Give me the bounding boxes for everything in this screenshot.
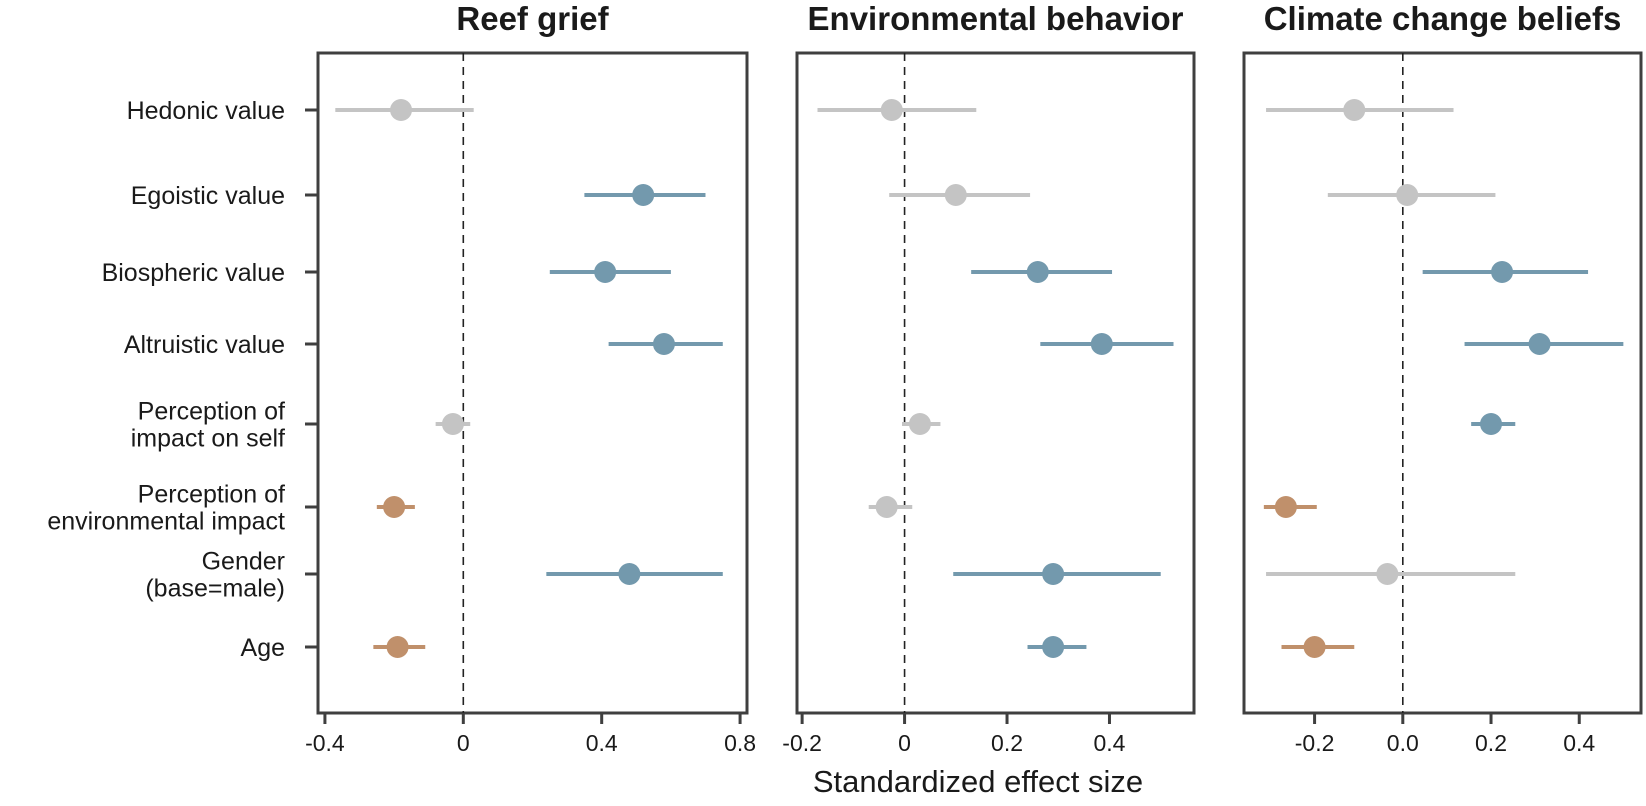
x-tick-label: 0 (457, 730, 470, 756)
point-estimate (1042, 563, 1065, 585)
point-estimate (1026, 261, 1049, 283)
point-estimate (386, 636, 409, 658)
point-estimate (1303, 636, 1326, 658)
point-estimate (944, 184, 967, 206)
x-tick-label: 0.4 (1093, 730, 1125, 756)
point-estimate (1491, 261, 1514, 283)
category-label: Egoistic value (131, 182, 285, 210)
x-tick-label: 0.4 (1563, 730, 1595, 756)
x-tick-label: 0.8 (724, 730, 756, 756)
category-label: Altruistic value (124, 331, 285, 359)
x-tick-label: 0 (898, 730, 911, 756)
point-estimate (652, 333, 675, 355)
point-estimate (880, 99, 903, 121)
x-tick-label: -0.2 (1295, 730, 1335, 756)
point-estimate (1528, 333, 1551, 355)
panel-frame (795, 51, 1196, 715)
point-estimate (383, 496, 406, 518)
point-estimate (1343, 99, 1366, 121)
point-estimate (1376, 563, 1399, 585)
category-label: Biospheric value (102, 259, 285, 287)
x-tick-label: -0.2 (782, 730, 822, 756)
x-axis-title: Standardized effect size (813, 764, 1143, 799)
x-tick-label: 0.2 (1475, 730, 1507, 756)
point-estimate (390, 99, 413, 121)
point-estimate (1042, 636, 1065, 658)
panel-frame (316, 51, 749, 715)
point-estimate (1274, 496, 1297, 518)
point-estimate (1480, 413, 1503, 435)
point-estimate (441, 413, 464, 435)
point-estimate (1090, 333, 1113, 355)
x-tick-label: 0.4 (586, 730, 618, 756)
panel-frame (1242, 51, 1643, 715)
panel-title: Reef grief (456, 0, 609, 37)
category-label: Perception of impact on self (131, 398, 285, 453)
point-estimate (632, 184, 655, 206)
x-tick-label: 0.2 (991, 730, 1023, 756)
point-estimate (908, 413, 931, 435)
category-label: Age (241, 634, 285, 662)
panel-title: Climate change beliefs (1264, 0, 1622, 37)
point-estimate (594, 261, 617, 283)
point-estimate (1396, 184, 1419, 206)
category-label: Perception of environmental impact (47, 481, 285, 536)
category-label: Gender (base=male) (145, 548, 285, 603)
point-estimate (618, 563, 641, 585)
point-estimate (875, 496, 898, 518)
category-label: Hedonic value (127, 97, 285, 125)
x-tick-label: -0.4 (305, 730, 345, 756)
panel-title: Environmental behavior (808, 0, 1184, 37)
x-tick-label: 0.0 (1387, 730, 1419, 756)
